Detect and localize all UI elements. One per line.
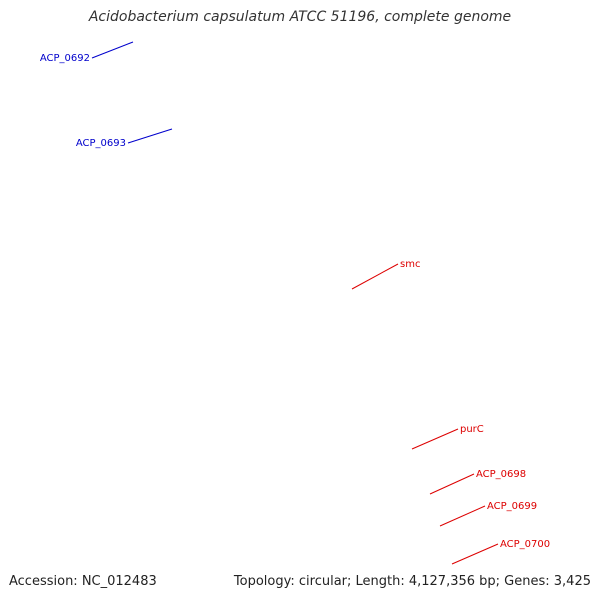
leader-ACP_0693 [127, 128, 173, 144]
label-ACP_0693: ACP_0693 [76, 138, 126, 149]
leader-ACP_0698 [429, 473, 475, 495]
leader-ACP_0699 [439, 505, 486, 527]
label-smc: smc [400, 259, 420, 270]
leader-ACP_0692 [91, 41, 134, 59]
accession-label: Accession: NC_012483 [9, 574, 157, 589]
label-purC: purC [460, 424, 484, 435]
genome-summary: Topology: circular; Length: 4,127,356 bp… [233, 574, 591, 589]
leader-purC [411, 428, 459, 450]
map-title: Acidobacterium capsulatum ATCC 51196, co… [88, 9, 512, 25]
leader-ACP_0700 [451, 543, 499, 565]
leader-smc [351, 263, 399, 290]
label-ACP_0700: ACP_0700 [500, 539, 550, 550]
label-ACP_0698: ACP_0698 [476, 469, 526, 480]
label-ACP_0692: ACP_0692 [40, 53, 90, 64]
label-ACP_0699: ACP_0699 [487, 501, 537, 512]
